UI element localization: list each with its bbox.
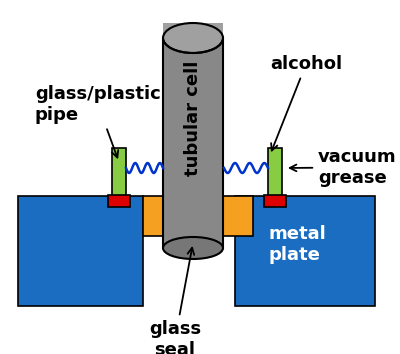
Bar bbox=[18, 196, 143, 306]
Bar bbox=[264, 195, 286, 207]
Text: vacuum
grease: vacuum grease bbox=[290, 148, 397, 187]
Text: metal
plate: metal plate bbox=[268, 225, 326, 264]
Bar bbox=[163, 228, 223, 246]
Text: alcohol: alcohol bbox=[270, 55, 342, 150]
Text: tubular cell: tubular cell bbox=[184, 60, 202, 176]
Bar bbox=[143, 196, 198, 236]
Bar bbox=[163, 23, 223, 38]
Ellipse shape bbox=[163, 23, 223, 53]
Bar bbox=[235, 196, 375, 306]
Bar bbox=[198, 196, 253, 236]
Bar bbox=[112, 148, 126, 203]
Bar bbox=[108, 195, 130, 207]
Ellipse shape bbox=[163, 237, 223, 259]
Text: glass/plastic
pipe: glass/plastic pipe bbox=[35, 85, 161, 158]
Bar bbox=[163, 38, 223, 248]
Text: glass
seal: glass seal bbox=[149, 248, 201, 354]
Bar bbox=[268, 148, 282, 203]
